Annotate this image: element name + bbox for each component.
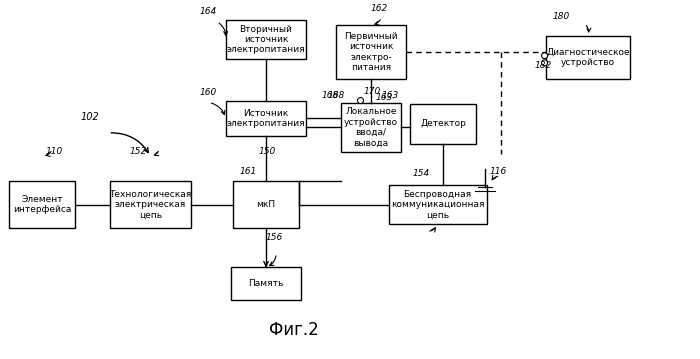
Circle shape <box>542 53 547 59</box>
Text: Память: Память <box>248 279 284 288</box>
Bar <box>111 181 190 228</box>
Text: 154: 154 <box>413 169 430 178</box>
Text: 170: 170 <box>364 87 382 96</box>
Text: 162: 162 <box>371 4 388 13</box>
Text: Источник
электропитания: Источник электропитания <box>227 109 305 128</box>
Bar <box>8 181 76 228</box>
Text: Беспроводная
коммуникационная
цепь: Беспроводная коммуникационная цепь <box>391 190 484 220</box>
Text: Первичный
источник
электро-
питания: Первичный источник электро- питания <box>344 32 398 72</box>
Bar <box>225 20 307 59</box>
Text: Элемент
интерфейса: Элемент интерфейса <box>13 195 71 214</box>
Text: 160: 160 <box>199 88 217 97</box>
Bar <box>342 103 400 151</box>
Text: 152: 152 <box>130 147 147 156</box>
Text: 163: 163 <box>382 91 399 100</box>
Text: 156: 156 <box>266 233 284 242</box>
Text: 168: 168 <box>322 91 340 100</box>
Circle shape <box>542 60 547 66</box>
Bar <box>546 36 630 79</box>
Text: 161: 161 <box>239 167 257 176</box>
Text: 164: 164 <box>199 7 217 16</box>
Text: 110: 110 <box>46 147 63 156</box>
Text: 180: 180 <box>553 12 570 21</box>
Bar <box>389 185 486 224</box>
Bar <box>225 101 307 136</box>
Text: 168: 168 <box>328 91 345 100</box>
Circle shape <box>358 98 363 103</box>
Text: 116: 116 <box>490 167 507 176</box>
Text: Детектор: Детектор <box>420 119 466 129</box>
Text: Технологическая
электрическая
цепь: Технологическая электрическая цепь <box>109 190 192 220</box>
Bar <box>232 181 300 228</box>
Bar <box>410 104 476 144</box>
Text: 182: 182 <box>535 61 552 70</box>
Text: мкП: мкП <box>256 200 276 209</box>
Text: Диагностическое
устройство: Диагностическое устройство <box>546 48 630 67</box>
Text: Вторичный
источник
электропитания: Вторичный источник электропитания <box>227 24 305 55</box>
Text: 150: 150 <box>259 147 276 156</box>
Bar <box>231 267 301 300</box>
Text: Фиг.2: Фиг.2 <box>269 321 319 339</box>
Text: Локальное
устройство
ввода/
вывода: Локальное устройство ввода/ вывода <box>344 107 398 148</box>
Bar <box>336 25 406 79</box>
Text: 163: 163 <box>375 93 393 102</box>
Text: 102: 102 <box>80 112 99 122</box>
